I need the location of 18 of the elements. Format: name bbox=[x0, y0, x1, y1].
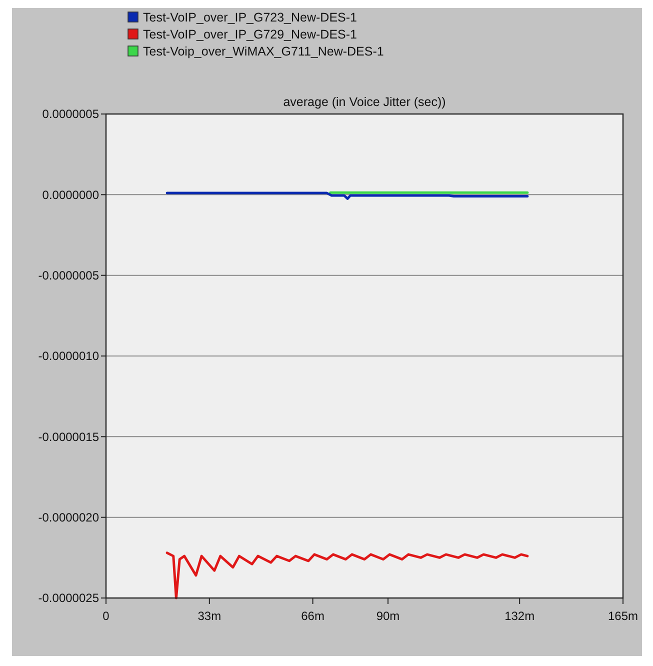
y-tick-label: -0.0000005 bbox=[38, 268, 100, 283]
legend-label: Test-VoIP_over_IP_G729_New-DES-1 bbox=[143, 28, 358, 42]
x-tick-label: 0 bbox=[102, 609, 110, 623]
y-tick-label: 0.0000000 bbox=[42, 188, 100, 202]
line-series bbox=[166, 552, 529, 600]
x-tick-label: 90m bbox=[376, 609, 400, 623]
legend-label: Test-VoIP_over_IP_G723_New-DES-1 bbox=[143, 10, 358, 24]
y-tick-label: 0.0000005 bbox=[42, 107, 100, 122]
legend-label: Test-Voip_over_WiMAX_G711_New-DES-1 bbox=[143, 44, 384, 58]
y-tick-label: -0.0000015 bbox=[38, 430, 100, 444]
x-tick-label: 33m bbox=[198, 609, 222, 623]
chart-title: average (in Voice Jitter (sec)) bbox=[283, 95, 446, 109]
x-tick-label: 132m bbox=[504, 609, 535, 623]
x-tick-label: 66m bbox=[301, 609, 324, 623]
y-tick-label: -0.0000025 bbox=[38, 591, 100, 606]
y-tick-label: -0.0000010 bbox=[38, 349, 100, 364]
x-tick-label: 165m bbox=[608, 609, 638, 623]
y-tick-label: -0.0000020 bbox=[38, 510, 100, 525]
